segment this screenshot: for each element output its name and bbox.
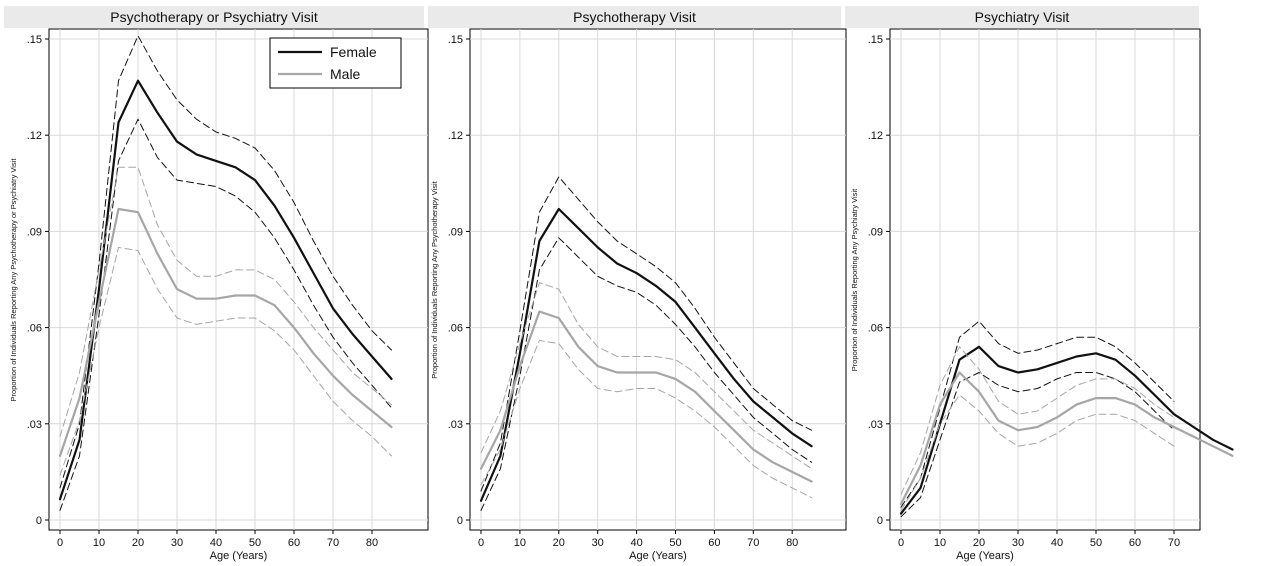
- y-tick-label: .12: [448, 130, 463, 142]
- y-tick-label: 0: [36, 515, 42, 527]
- x-axis-label: Age (Years): [956, 550, 1014, 562]
- series-line-2-2: [480, 176, 813, 492]
- y-axis-label: Proportion of Individuals Reporting Any …: [9, 158, 18, 402]
- y-tick-label: 0: [457, 515, 463, 527]
- x-tick-label: 40: [210, 537, 222, 549]
- panel-title-2: Psychotherapy Visit: [428, 6, 841, 28]
- y-tick-label: .03: [868, 419, 883, 431]
- x-tick-label: 40: [630, 537, 642, 549]
- x-tick-label: 20: [553, 537, 565, 549]
- series-line-1-4: [58, 207, 393, 457]
- y-tick-label: .15: [448, 34, 463, 46]
- x-tick-label: 30: [171, 537, 183, 549]
- series-line-3-1: [899, 345, 1234, 515]
- x-tick-label: 60: [708, 537, 720, 549]
- x-tick-label: 70: [747, 537, 759, 549]
- x-tick-label: 70: [327, 537, 339, 549]
- x-tick-label: 0: [478, 537, 484, 549]
- x-tick-label: 40: [1051, 537, 1063, 549]
- series-line-1-6: [59, 246, 392, 476]
- series-line-1-2: [59, 35, 392, 489]
- x-tick-label: 0: [57, 537, 63, 549]
- x-tick-label: 80: [786, 537, 798, 549]
- panel-title-1: Psychotherapy or Psychiatry Visit: [4, 6, 424, 28]
- x-tick-label: 0: [898, 537, 904, 549]
- plot-area-3: [889, 28, 1201, 531]
- y-tick-label: .12: [27, 130, 42, 142]
- series-line-2-6: [480, 339, 813, 499]
- legend-label: Male: [330, 66, 361, 82]
- y-tick-label: .06: [27, 323, 42, 335]
- y-tick-label: .06: [448, 323, 463, 335]
- y-tick-label: .03: [448, 419, 463, 431]
- y-tick-label: .15: [868, 34, 883, 46]
- y-tick-label: .12: [868, 130, 883, 142]
- y-tick-label: .06: [868, 323, 883, 335]
- x-axis-label: Age (Years): [629, 550, 687, 562]
- x-tick-label: 50: [669, 537, 681, 549]
- x-tick-label: 50: [1090, 537, 1102, 549]
- x-tick-label: 20: [973, 537, 985, 549]
- y-tick-label: .09: [868, 226, 883, 238]
- y-tick-label: .03: [27, 419, 42, 431]
- y-axis-label: Proportion of Individuals Reporting Any …: [850, 188, 859, 371]
- plot-area-2: [469, 28, 847, 531]
- x-tick-label: 10: [514, 537, 526, 549]
- x-tick-label: 30: [592, 537, 604, 549]
- series-line-1-1: [58, 79, 393, 501]
- legend-label: Female: [330, 44, 377, 60]
- y-axis-label: Proportion of Individuals Reporting Any …: [430, 180, 439, 378]
- x-tick-label: 50: [249, 537, 261, 549]
- series-line-1-5: [59, 166, 392, 438]
- x-tick-label: 70: [1168, 537, 1180, 549]
- x-tick-label: 80: [366, 537, 378, 549]
- legend-box: [269, 37, 402, 89]
- x-tick-label: 30: [1012, 537, 1024, 549]
- plot-area-1: [48, 28, 429, 531]
- series-line-3-3: [900, 372, 1175, 518]
- y-tick-label: .15: [27, 34, 42, 46]
- series-line-2-4: [479, 310, 813, 483]
- x-tick-label: 20: [132, 537, 144, 549]
- series-line-3-2: [900, 320, 1175, 508]
- y-tick-label: 0: [877, 515, 883, 527]
- x-tick-label: 60: [288, 537, 300, 549]
- series-line-2-3: [480, 237, 813, 511]
- x-tick-label: 10: [93, 537, 105, 549]
- series-line-3-4: [899, 371, 1234, 506]
- x-tick-label: 10: [934, 537, 946, 549]
- x-tick-label: 60: [1129, 537, 1141, 549]
- x-axis-label: Age (Years): [210, 550, 268, 562]
- y-tick-label: .09: [27, 226, 42, 238]
- panel-title-3: Psychiatry Visit: [845, 6, 1199, 28]
- series-line-2-1: [479, 207, 813, 502]
- series-line-2-5: [480, 282, 813, 470]
- y-tick-label: .09: [448, 226, 463, 238]
- series-line-3-5: [900, 346, 1175, 495]
